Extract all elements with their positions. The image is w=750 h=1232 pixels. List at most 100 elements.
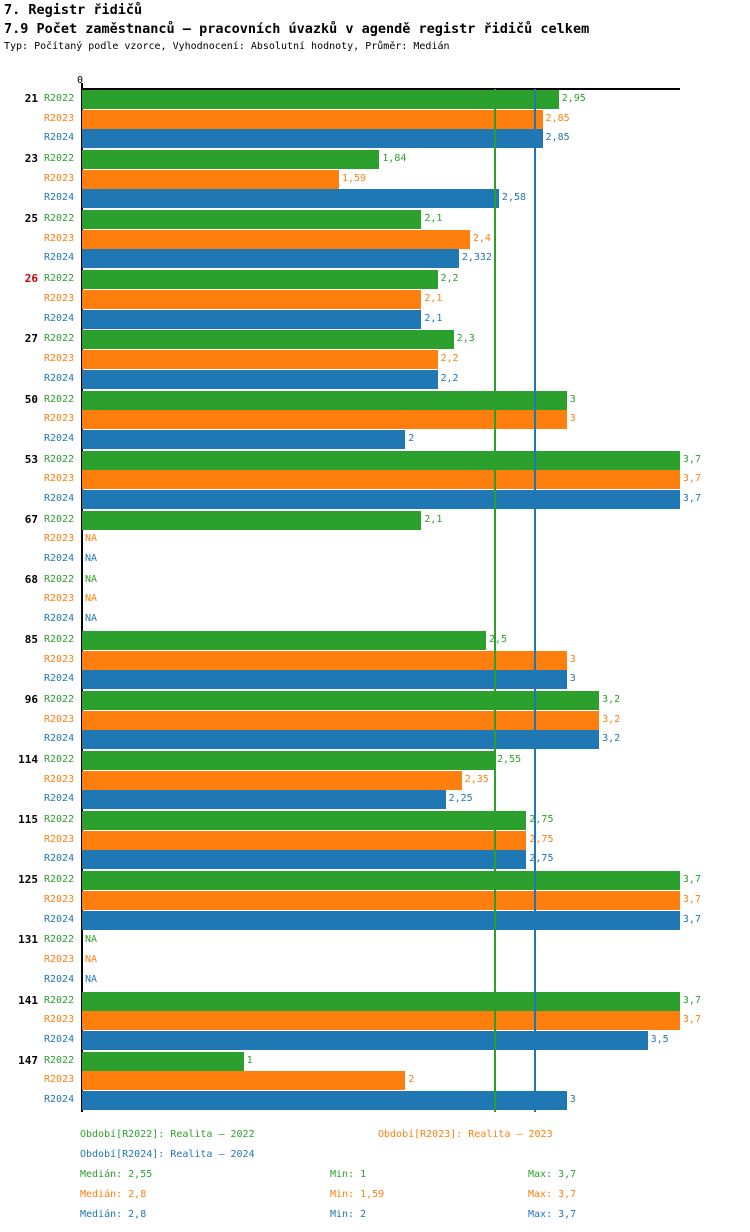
bar[interactable]: [82, 691, 600, 710]
bar[interactable]: [82, 790, 446, 810]
category-label: 85: [24, 632, 38, 646]
bar[interactable]: [82, 991, 680, 1011]
bar-value-label: 3: [569, 653, 576, 665]
bar-value-label: 3,7: [682, 874, 701, 886]
bar[interactable]: [82, 369, 438, 389]
bar[interactable]: [82, 871, 680, 891]
bar[interactable]: [82, 670, 567, 690]
bar-value-label: 3: [569, 393, 576, 405]
bar[interactable]: [82, 429, 406, 449]
bar[interactable]: [82, 811, 527, 831]
bar[interactable]: [82, 510, 422, 530]
category-label: 96: [24, 693, 38, 706]
bar[interactable]: [82, 1011, 680, 1031]
bar-value-label: 3,7: [682, 994, 701, 1006]
series-label-r2022: R2022: [44, 694, 75, 705]
legend-min-0: Min: 1: [330, 1169, 367, 1180]
bar[interactable]: [82, 309, 422, 329]
bar-value-label: 2,75: [529, 853, 554, 865]
bar[interactable]: [82, 229, 470, 249]
bar-value-label: 2,55: [497, 754, 522, 766]
bar-value-na: NA: [85, 593, 98, 605]
series-label-r2024: R2024: [44, 552, 75, 564]
bar[interactable]: [82, 350, 438, 369]
legend-min-2: Min: 2: [330, 1209, 367, 1220]
axis-y-line: [81, 89, 83, 1112]
series-label-r2024: R2024: [44, 973, 75, 985]
series-label-r2023: R2023: [44, 1014, 75, 1026]
bar-value-label: 2,5: [489, 633, 508, 645]
bar[interactable]: [82, 630, 486, 650]
bar[interactable]: [82, 470, 680, 490]
bar-value-label: 3,7: [682, 473, 701, 485]
bar-value-na: NA: [85, 934, 98, 946]
bar[interactable]: [82, 129, 543, 149]
series-label-r2023: R2023: [44, 413, 75, 425]
bar[interactable]: [82, 650, 567, 670]
bar-value-label: 2,1: [424, 513, 443, 525]
bar-value-label: 2,95: [561, 93, 586, 104]
bar-value-label: 1: [246, 1054, 253, 1066]
bar[interactable]: [82, 770, 462, 790]
series-label-r2023: R2023: [44, 954, 75, 965]
bar-value-label: 2,75: [529, 833, 554, 845]
bar-value-na: NA: [85, 973, 98, 985]
bar-value-label: 3,7: [682, 1014, 701, 1026]
bar[interactable]: [82, 249, 459, 269]
bar[interactable]: [82, 109, 543, 129]
bar[interactable]: [82, 289, 422, 309]
bar[interactable]: [82, 751, 495, 771]
category-label: 53: [24, 452, 38, 466]
bar[interactable]: [82, 330, 454, 350]
bar[interactable]: [82, 850, 527, 870]
bar[interactable]: [82, 489, 680, 509]
bar[interactable]: [82, 1071, 406, 1091]
chart-subtitle: Typ: Počítaný podle vzorce, Vyhodnocení:…: [4, 41, 450, 52]
series-label-r2023: R2023: [44, 833, 75, 845]
bar[interactable]: [82, 270, 438, 290]
category-label: 115: [18, 813, 38, 827]
series-label-r2022: R2022: [44, 994, 75, 1006]
series-label-r2022: R2022: [44, 213, 75, 225]
bar[interactable]: [82, 1051, 244, 1071]
series-label-r2023: R2023: [44, 773, 75, 785]
bar[interactable]: [82, 90, 559, 109]
bar[interactable]: [82, 890, 680, 910]
category-label: 141: [18, 993, 38, 1007]
page-title: 7. Registr řidičů: [4, 2, 143, 18]
bar[interactable]: [82, 1030, 648, 1050]
bar[interactable]: [82, 150, 380, 170]
bar-value-label: 2,75: [529, 814, 554, 826]
bar[interactable]: [82, 730, 600, 750]
bar[interactable]: [82, 410, 567, 430]
bar-value-label: 3,7: [682, 913, 701, 925]
bar[interactable]: [82, 830, 527, 850]
category-label: 26: [24, 272, 38, 286]
series-label-r2023: R2023: [44, 353, 75, 364]
bar-value-label: 2,1: [424, 292, 443, 304]
category-label: 147: [18, 1053, 38, 1067]
bar-value-label: 2,1: [424, 312, 443, 324]
bar-value-na: NA: [85, 533, 98, 545]
bar-value-label: 2,2: [440, 273, 459, 285]
bar[interactable]: [82, 710, 600, 730]
bar[interactable]: [82, 189, 499, 209]
bar[interactable]: [82, 169, 339, 189]
series-label-r2024: R2024: [44, 673, 75, 685]
bar[interactable]: [82, 390, 567, 410]
series-label-r2022: R2022: [44, 633, 75, 645]
bar[interactable]: [82, 1090, 567, 1110]
series-label-r2022: R2022: [44, 754, 75, 766]
bar-value-label: 2,25: [448, 793, 473, 805]
bar[interactable]: [82, 450, 680, 470]
bar-value-na: NA: [85, 552, 98, 564]
bar-value-label: 2,85: [545, 112, 570, 124]
axis-top-line: [81, 88, 680, 90]
category-label: 27: [24, 332, 38, 346]
median-reference-line: [534, 89, 536, 1112]
bar[interactable]: [82, 910, 680, 930]
bar-value-label: 3,2: [602, 713, 621, 725]
bar[interactable]: [82, 210, 422, 230]
